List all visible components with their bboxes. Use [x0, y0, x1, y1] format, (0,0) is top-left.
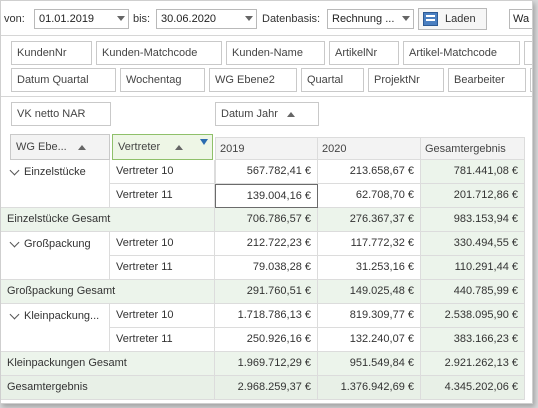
row-field-vertreter[interactable]: Vertreter [112, 134, 213, 160]
table-cell[interactable]: 567.782,41 € [215, 160, 318, 184]
table-cell[interactable]: 212.722,23 € [215, 232, 318, 256]
basis-value: Rechnung ... [332, 13, 395, 25]
column-header-gesamtergebnis[interactable]: Gesamtergebnis [421, 137, 525, 160]
group-name: Großpackung [24, 238, 91, 250]
column-header-2020[interactable]: 2020 [318, 137, 421, 160]
right-combo-value: Wa [513, 13, 530, 25]
field-more[interactable] [524, 41, 532, 65]
group-total-label: Großpackung Gesamt [1, 280, 215, 304]
table-cell[interactable]: 250.926,16 € [215, 328, 318, 352]
table-cell[interactable]: 31.253,16 € [318, 256, 421, 280]
table-cell[interactable]: 2.538.095,90 € [421, 304, 525, 328]
row-group-header[interactable]: Großpackung [1, 232, 110, 280]
field-wg-ebene2[interactable]: WG Ebene2 [209, 68, 297, 92]
table-cell-selected[interactable]: 139.004,16 € [215, 184, 318, 208]
chevron-down-icon[interactable] [402, 16, 410, 21]
group-name: Einzelstücke [24, 166, 86, 178]
field-kunden-matchcode[interactable]: Kunden-Matchcode [96, 41, 222, 65]
data-field-vk-netto[interactable]: VK netto NAR [11, 102, 111, 126]
table-cell[interactable]: 291.760,51 € [215, 280, 318, 304]
basis-combo[interactable]: Rechnung ... [327, 9, 414, 29]
chevron-down-icon[interactable] [245, 16, 253, 21]
chevron-down-icon[interactable] [117, 16, 125, 21]
field-bearbeiter[interactable]: Bearbeiter [448, 68, 526, 92]
table-row-label: Vertreter 11 [110, 256, 215, 280]
table-row-label: Vertreter 11 [110, 184, 215, 208]
divider [1, 96, 532, 97]
table-cell[interactable]: 819.309,77 € [318, 304, 421, 328]
sort-ascending-icon[interactable] [77, 144, 86, 150]
field-kunden-name[interactable]: Kunden-Name [226, 41, 325, 65]
field-artikelnr[interactable]: ArtikelNr [329, 41, 399, 65]
chevron-down-icon[interactable] [9, 165, 20, 176]
table-cell[interactable]: 706.786,57 € [215, 208, 318, 232]
divider [1, 35, 532, 36]
table-cell[interactable]: 201.712,86 € [421, 184, 525, 208]
table-row-label: Vertreter 10 [110, 232, 215, 256]
group-total-label: Kleinpackungen Gesamt [1, 352, 215, 376]
table-cell[interactable]: 117.772,32 € [318, 232, 421, 256]
from-date-value: 01.01.2019 [39, 13, 95, 25]
load-button[interactable]: Laden [418, 8, 487, 30]
chevron-down-icon[interactable] [9, 237, 20, 248]
table-cell[interactable]: 1.969.712,29 € [215, 352, 318, 376]
load-label: Laden [445, 13, 476, 25]
group-total-label: Einzelstücke Gesamt [1, 208, 215, 232]
table-cell[interactable]: 2.968.259,37 € [215, 376, 318, 400]
table-cell[interactable]: 132.240,07 € [318, 328, 421, 352]
to-label: bis: [133, 13, 151, 25]
table-cell[interactable]: 149.025,48 € [318, 280, 421, 304]
group-name: Kleinpackung... [24, 310, 100, 322]
table-cell[interactable]: 781.441,08 € [421, 160, 525, 184]
row-field-label: Vertreter [118, 141, 161, 153]
to-date-combo[interactable]: 30.06.2020 [156, 9, 257, 29]
table-cell[interactable]: 79.038,28 € [215, 256, 318, 280]
table-row-label: Vertreter 11 [110, 328, 215, 352]
table-cell[interactable]: 330.494,55 € [421, 232, 525, 256]
table-cell[interactable]: 213.658,67 € [318, 160, 421, 184]
right-combo[interactable]: Wa [509, 9, 532, 29]
field-projektnr[interactable]: ProjektNr [368, 68, 444, 92]
table-row-label: Vertreter 10 [110, 160, 215, 184]
field-wochentag[interactable]: Wochentag [120, 68, 205, 92]
toolbar: von: 01.01.2019 bis: 30.06.2020 Datenbas… [1, 1, 532, 35]
row-group-header[interactable]: Kleinpackung... [1, 304, 110, 352]
table-cell[interactable]: 440.785,99 € [421, 280, 525, 304]
column-field-datum-jahr[interactable]: Datum Jahr [215, 102, 319, 126]
from-label: von: [4, 13, 25, 25]
table-cell[interactable]: 4.345.202,06 € [421, 376, 525, 400]
chevron-down-icon[interactable] [9, 309, 20, 320]
table-cell[interactable]: 2.921.262,13 € [421, 352, 525, 376]
row-group-header[interactable]: Einzelstücke [1, 160, 110, 208]
row-field-label: WG Ebe... [16, 141, 67, 153]
table-cell[interactable]: 383.166,23 € [421, 328, 525, 352]
from-date-combo[interactable]: 01.01.2019 [34, 9, 129, 29]
load-icon [423, 12, 438, 26]
column-header-2019[interactable]: 2019 [215, 137, 318, 160]
table-cell[interactable]: 1.376.942,69 € [318, 376, 421, 400]
table-cell[interactable]: 62.708,70 € [318, 184, 421, 208]
field-datum-quartal[interactable]: Datum Quartal [11, 68, 116, 92]
basis-label: Datenbasis: [262, 13, 321, 25]
sort-ascending-icon[interactable] [286, 111, 295, 117]
sort-ascending-icon[interactable] [175, 144, 184, 150]
row-field-wg-ebene[interactable]: WG Ebe... [10, 134, 110, 160]
table-cell[interactable]: 1.718.786,13 € [215, 304, 318, 328]
table-cell[interactable]: 951.549,84 € [318, 352, 421, 376]
field-more-2[interactable] [530, 68, 532, 92]
table-cell[interactable]: 110.291,44 € [421, 256, 525, 280]
grand-total-label: Gesamtergebnis [1, 376, 215, 400]
field-artikel-matchcode[interactable]: Artikel-Matchcode [403, 41, 520, 65]
field-kundennr[interactable]: KundenNr [11, 41, 92, 65]
field-quartal[interactable]: Quartal [301, 68, 364, 92]
table-row-label: Vertreter 10 [110, 304, 215, 328]
to-date-value: 30.06.2020 [161, 13, 217, 25]
filter-icon[interactable] [200, 139, 208, 145]
table-cell[interactable]: 276.367,37 € [318, 208, 421, 232]
table-cell[interactable]: 983.153,94 € [421, 208, 525, 232]
column-field-label: Datum Jahr [221, 108, 278, 120]
